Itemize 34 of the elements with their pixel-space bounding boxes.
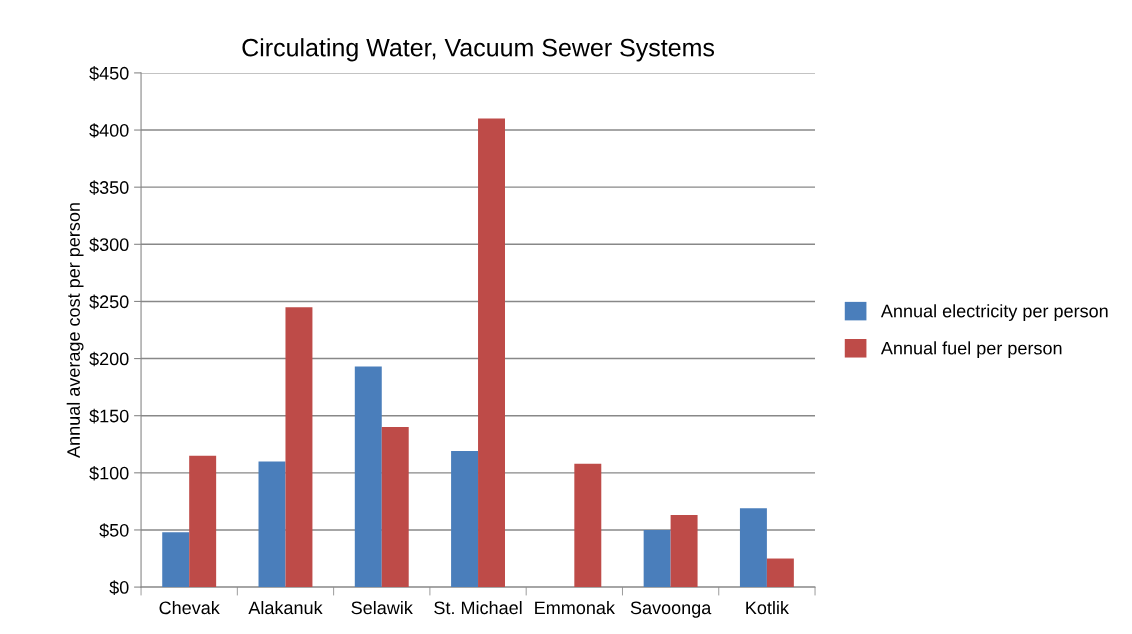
bar — [670, 515, 698, 588]
x-tick-label: Alakanuk — [248, 600, 323, 615]
x-tick-label: St. Michael — [434, 600, 522, 615]
bar — [766, 558, 794, 588]
bar — [381, 427, 409, 588]
x-tick-label: Chevak — [159, 600, 220, 615]
bar — [643, 529, 671, 588]
bar — [739, 508, 767, 588]
bar — [354, 366, 382, 588]
x-tick-label: Selawik — [351, 600, 413, 615]
y-tick-label: $100 — [89, 466, 129, 481]
legend-label: Annual fuel per person — [880, 341, 1062, 359]
y-tick-label: $450 — [89, 66, 129, 81]
bar — [285, 307, 313, 588]
x-tick-label: Kotlik — [746, 600, 789, 615]
y-tick-label: $300 — [89, 237, 129, 253]
bar — [162, 532, 190, 588]
bar — [574, 463, 602, 588]
x-tick-label: Savoonga — [630, 601, 712, 618]
chart-title: Circulating Water, Vacuum Sewer Systems — [242, 38, 715, 62]
y-tick-label: $150 — [89, 408, 129, 424]
y-tick-label: $200 — [89, 351, 129, 367]
bar — [258, 461, 286, 588]
legend-label: Annual electricity per person — [880, 304, 1108, 321]
y-tick-label: $350 — [89, 180, 129, 195]
y-tick-label: $400 — [89, 123, 129, 138]
bar — [478, 118, 505, 588]
bar — [189, 455, 217, 588]
y-tick-label: $50 — [99, 523, 129, 538]
bar — [451, 451, 479, 588]
y-tick-label: $0 — [109, 580, 129, 595]
x-tick-label: Emmonak — [535, 600, 615, 615]
y-tick-label: $250 — [89, 294, 129, 310]
y-axis-title: Annual average cost per person — [66, 203, 84, 458]
